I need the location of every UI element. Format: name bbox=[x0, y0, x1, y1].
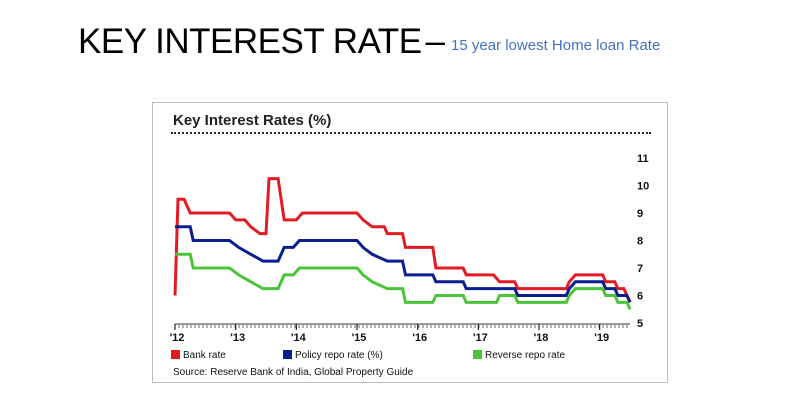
line-chart: '12 '13 '14 '15 '16 '17 '18 '19 5 6 7 8 9 10 11 bbox=[170, 153, 650, 344]
x-tick-label: '18 bbox=[534, 332, 549, 344]
x-tick-label: '16 bbox=[412, 332, 427, 344]
chart-panel: Key Interest Rates (%) '12'13'14'15'16'1… bbox=[152, 102, 668, 383]
legend-item: Reverse repo rate bbox=[473, 350, 565, 361]
series-line-3 bbox=[175, 252, 632, 310]
legend-swatch bbox=[473, 350, 482, 359]
chart-source: Source: Reserve Bank of India, Global Pr… bbox=[173, 367, 414, 378]
x-tick-label: '17 bbox=[473, 332, 488, 344]
slide-title: KEY INTEREST RATE –15 year lowest Home lo… bbox=[78, 22, 660, 62]
x-tick-label: '12 bbox=[170, 332, 185, 344]
legend-item: Bank rate bbox=[171, 350, 226, 361]
y-tick-label: 11 bbox=[637, 153, 649, 165]
legend-item: Policy repo rate (%) bbox=[283, 350, 383, 361]
y-tick-label: 5 bbox=[637, 318, 643, 330]
x-tick-label: '15 bbox=[352, 332, 367, 344]
slide-subtitle: 15 year lowest Home loan Rate bbox=[451, 37, 661, 55]
slide-title-separator: – bbox=[425, 22, 446, 61]
legend-label: Bank rate bbox=[183, 350, 226, 361]
legend-label: Reverse repo rate bbox=[485, 350, 566, 361]
y-tick-label: 8 bbox=[637, 236, 643, 248]
slide-title-main: KEY INTEREST RATE bbox=[78, 22, 422, 61]
x-tick-label: '14 bbox=[291, 332, 307, 344]
legend-label: Policy repo rate (%) bbox=[295, 350, 383, 361]
chart-title: Key Interest Rates (%) bbox=[173, 112, 332, 129]
y-tick-label: 6 bbox=[637, 291, 643, 303]
legend-swatch bbox=[171, 350, 180, 359]
x-tick-label: '13 bbox=[230, 332, 245, 344]
y-tick-label: 7 bbox=[637, 263, 643, 275]
title-divider bbox=[171, 132, 651, 134]
y-tick-label: 10 bbox=[637, 181, 649, 193]
y-tick-label: 9 bbox=[637, 208, 643, 220]
series-line-2 bbox=[175, 225, 632, 303]
x-tick-label: '19 bbox=[594, 332, 609, 344]
series-line-1 bbox=[173, 177, 632, 303]
legend-swatch bbox=[283, 350, 292, 359]
chart-legend: Bank rate Policy repo rate (%) Reverse rep… bbox=[171, 350, 651, 364]
